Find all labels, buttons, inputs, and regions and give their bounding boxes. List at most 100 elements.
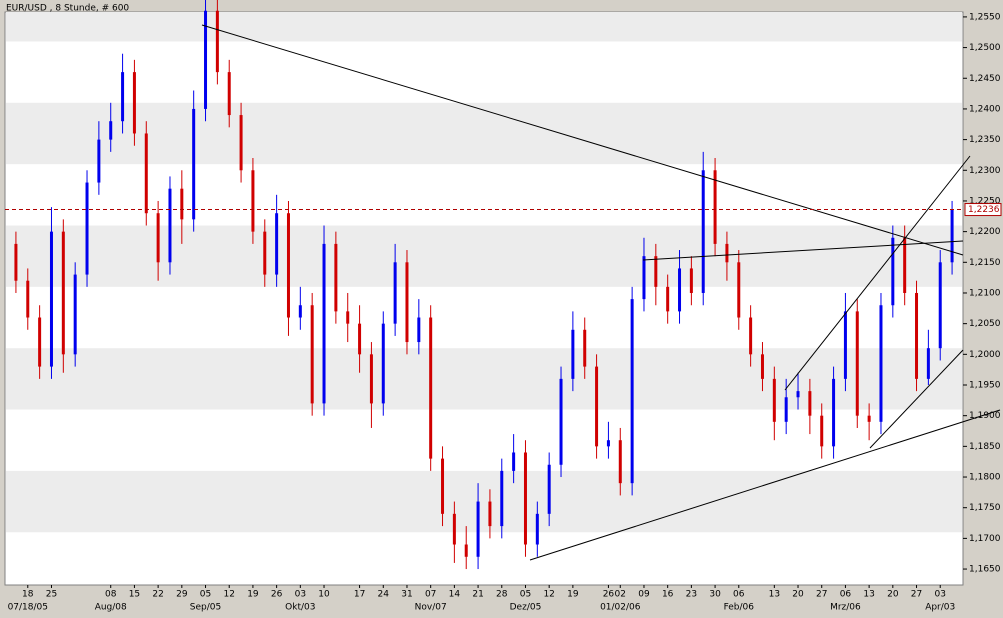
candle-body <box>61 231 65 355</box>
candle-body <box>512 452 516 471</box>
candle-body <box>429 317 433 459</box>
candle-body <box>239 115 243 171</box>
candle-body <box>559 378 563 465</box>
x-tick-label: 17 <box>354 590 365 600</box>
candle-body <box>441 458 445 514</box>
y-tick-label: 1,1800 <box>969 473 1001 483</box>
x-tick-label: 02 <box>615 590 626 600</box>
x-tick-label: 13 <box>769 590 780 600</box>
y-tick-label: 1,2500 <box>969 43 1001 53</box>
candle-body <box>820 415 824 447</box>
y-tick-label: 1,2000 <box>969 350 1001 360</box>
band <box>6 12 962 42</box>
candle-body <box>180 188 184 220</box>
x-tick-label: 13 <box>863 590 874 600</box>
candle-body <box>476 501 480 557</box>
trendline <box>784 155 971 391</box>
x-month-label: Aug/08 <box>95 603 127 613</box>
x-tick-label: 14 <box>449 590 461 600</box>
candle-body <box>737 262 741 318</box>
marks <box>14 0 954 570</box>
x-tick-label: 08 <box>105 590 117 600</box>
x-tick-label: 19 <box>247 590 259 600</box>
x-tick-label: 27 <box>816 590 827 600</box>
y-tick-label: 1,2150 <box>969 258 1001 268</box>
y-tick-label: 1,1950 <box>969 381 1001 391</box>
candle-body <box>26 280 30 318</box>
candle-body <box>879 305 883 422</box>
x-tick-label: 18 <box>22 590 34 600</box>
candle-body <box>322 243 326 404</box>
x-tick-label: 27 <box>911 590 922 600</box>
x-month-label: Sep/05 <box>190 603 221 613</box>
candle-body <box>204 10 208 109</box>
candle-body <box>310 305 314 404</box>
y-tick-label: 1,1750 <box>969 503 1001 513</box>
x-tick-label: 20 <box>792 590 804 600</box>
candle-body <box>689 268 693 293</box>
candle-body <box>263 231 267 275</box>
y-tick-label: 1,1700 <box>969 534 1001 544</box>
x-tick-label: 05 <box>520 590 531 600</box>
candle-body <box>369 354 373 404</box>
candle-body <box>855 311 859 416</box>
candle-body <box>346 311 350 324</box>
x-tick-label: 21 <box>472 590 483 600</box>
candle-body <box>618 440 622 484</box>
x-tick-label: 05 <box>200 590 211 600</box>
x-tick-label: 03 <box>934 590 945 600</box>
x-tick-label: 19 <box>567 590 579 600</box>
y-tick-label: 1,2400 <box>969 104 1001 114</box>
band <box>6 225 962 287</box>
candle-body <box>725 243 729 263</box>
candle-body <box>891 237 895 306</box>
candle-body <box>215 10 219 73</box>
candle-body <box>298 305 302 318</box>
y-tick-label: 1,2100 <box>969 288 1001 298</box>
x-tick-label: 10 <box>318 590 330 600</box>
x-tick-label: 15 <box>129 590 140 600</box>
candle-body <box>286 213 290 318</box>
y-tick-label: 1,2050 <box>969 319 1001 329</box>
x-month-label: Okt/03 <box>285 603 315 613</box>
candle-body <box>109 121 113 140</box>
candle-body <box>808 391 812 416</box>
x-tick-label: 07 <box>425 590 436 600</box>
candle-body <box>749 317 753 355</box>
x-tick-label: 28 <box>496 590 508 600</box>
candle-body <box>405 262 409 343</box>
candle-body <box>500 470 504 527</box>
x-tick-label: 26 <box>603 590 615 600</box>
x-month-label: 07/18/05 <box>8 603 48 613</box>
candle-body <box>121 72 125 122</box>
x-tick-label: 06 <box>840 590 852 600</box>
band <box>6 470 962 533</box>
candle-body <box>915 292 919 379</box>
x-tick-label: 22 <box>152 590 163 600</box>
trendline <box>642 240 964 261</box>
candle-body <box>832 378 836 447</box>
candle-body <box>156 213 160 263</box>
candle-body <box>14 243 18 281</box>
y-tick-label: 1,2450 <box>969 74 1001 84</box>
candle-body <box>796 391 800 398</box>
candle-body <box>144 133 148 214</box>
x-month-label: Dez/05 <box>510 603 542 613</box>
candle-body <box>701 170 705 293</box>
candle-body <box>926 348 930 379</box>
candle-body <box>452 513 456 545</box>
x-tick-label: 03 <box>295 590 306 600</box>
x-month-label: Feb/06 <box>724 603 755 613</box>
candle-body <box>938 262 942 349</box>
y-tick-label: 1,2300 <box>969 166 1001 176</box>
candle-body <box>227 72 231 116</box>
trendline <box>529 409 1001 561</box>
candle-body <box>85 182 89 275</box>
candle-body <box>523 452 527 545</box>
trendline <box>201 24 964 256</box>
candle-body <box>678 268 682 312</box>
chart-title: EUR/USD , 8 Stunde, # 600 <box>6 4 129 14</box>
last-price-label: 1,2236 <box>968 205 1000 215</box>
candle-body <box>132 72 136 134</box>
x-tick-label: 09 <box>638 590 650 600</box>
